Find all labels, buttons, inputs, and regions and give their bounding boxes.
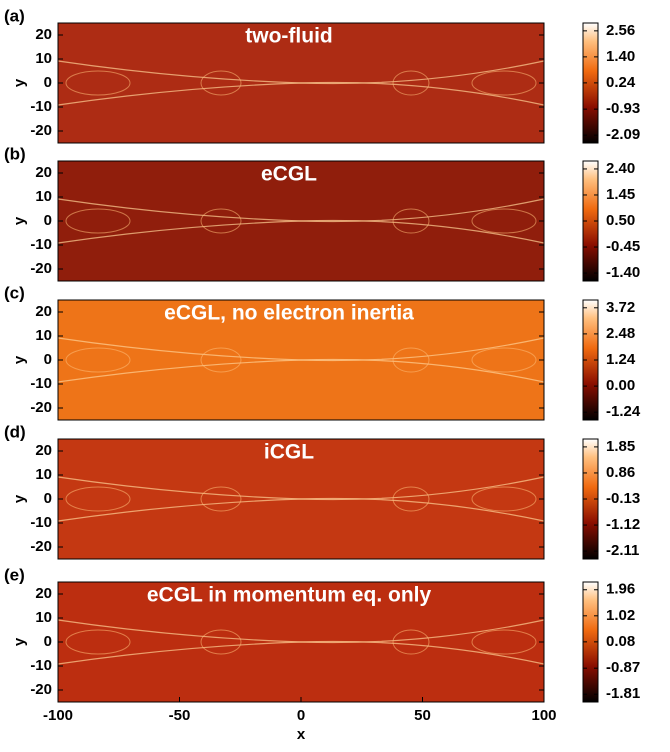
y-tick-label: -10 <box>30 98 52 115</box>
colorbar-tick-label: 3.72 <box>606 299 635 316</box>
panel-label: (b) <box>4 144 26 163</box>
x-tick-label: 50 <box>414 707 431 724</box>
colorbar-tick-label: 1.40 <box>606 48 635 65</box>
y-axis-label: y <box>11 78 28 87</box>
colorbar-tick-label: -0.87 <box>606 659 640 676</box>
y-tick-label: -10 <box>30 236 52 253</box>
y-tick-label: -10 <box>30 375 52 392</box>
page: {"chart_data": [ {"type": "heatmap", "la… <box>0 0 670 752</box>
x-tick-label: 100 <box>531 707 556 724</box>
colorbar-tick-label: -0.93 <box>606 100 640 117</box>
colorbar-tick-label: 0.00 <box>606 377 635 394</box>
y-tick-label: 10 <box>35 466 52 483</box>
x-tick-label: -100 <box>43 707 73 724</box>
colorbar-tick-label: -1.40 <box>606 264 640 281</box>
colorbar-tick-label: 1.85 <box>606 438 635 455</box>
y-tick-label: 0 <box>44 74 52 91</box>
colorbar-tick-label: 0.08 <box>606 633 635 650</box>
y-tick-label: 0 <box>44 351 52 368</box>
panel-label: (c) <box>4 283 25 302</box>
y-axis-label: y <box>11 216 28 225</box>
x-tick-label: 0 <box>297 707 305 724</box>
y-tick-label: 20 <box>35 164 52 181</box>
x-tick-label: -50 <box>169 707 191 724</box>
x-axis-label: x <box>297 726 306 743</box>
y-tick-label: 20 <box>35 303 52 320</box>
colorbar-tick-label: 1.96 <box>606 581 635 598</box>
y-tick-label: -10 <box>30 657 52 674</box>
colorbar-tick-label: 2.40 <box>606 160 635 177</box>
colorbar-tick-label: -1.81 <box>606 685 640 702</box>
y-axis-label: y <box>11 355 28 364</box>
colorbar-tick-label: -2.09 <box>606 126 640 143</box>
y-tick-label: 0 <box>44 212 52 229</box>
colorbar-tick-label: 1.45 <box>606 186 635 203</box>
y-tick-label: 10 <box>35 50 52 67</box>
y-tick-label: 20 <box>35 442 52 459</box>
y-axis-label: y <box>11 637 28 646</box>
colorbar-tick-label: -1.12 <box>606 516 640 533</box>
figure: (a)two-fluidy20100-10-202.561.400.24-0.9… <box>0 0 670 752</box>
y-tick-label: -20 <box>30 122 52 139</box>
colorbar-tick-label: 0.50 <box>606 212 635 229</box>
colorbar-tick-label: -0.13 <box>606 490 640 507</box>
y-tick-label: 20 <box>35 585 52 602</box>
y-tick-label: 10 <box>35 188 52 205</box>
panel-title: eCGL in momentum eq. only <box>147 584 432 607</box>
y-tick-label: -20 <box>30 399 52 416</box>
y-tick-label: 10 <box>35 327 52 344</box>
colorbar-tick-label: 1.02 <box>606 607 635 624</box>
panel-label: (d) <box>4 422 26 441</box>
y-axis-label: y <box>11 494 28 503</box>
colorbar-tick-label: 2.56 <box>606 22 635 39</box>
panel-label: (e) <box>4 565 25 584</box>
panel-label: (a) <box>4 6 25 25</box>
y-tick-label: -20 <box>30 681 52 698</box>
colorbar-tick-label: 1.24 <box>606 351 636 368</box>
colorbar-tick-label: 0.24 <box>606 74 636 91</box>
y-tick-label: -20 <box>30 260 52 277</box>
colorbar-tick-label: -2.11 <box>606 542 639 559</box>
y-tick-label: -10 <box>30 514 52 531</box>
colorbar-tick-label: 2.48 <box>606 325 635 342</box>
y-tick-label: 10 <box>35 609 52 626</box>
y-tick-label: -20 <box>30 538 52 555</box>
colorbar-tick-label: 0.86 <box>606 464 635 481</box>
y-tick-label: 20 <box>35 26 52 43</box>
y-tick-label: 0 <box>44 633 52 650</box>
colorbar-tick-label: -0.45 <box>606 238 640 255</box>
panel-title: eCGL, no electron inertia <box>164 302 414 325</box>
panel-title: iCGL <box>264 441 314 464</box>
panel-title: eCGL <box>261 163 317 186</box>
panel-title: two-fluid <box>245 25 332 48</box>
y-tick-label: 0 <box>44 490 52 507</box>
colorbar-tick-label: -1.24 <box>606 403 641 420</box>
